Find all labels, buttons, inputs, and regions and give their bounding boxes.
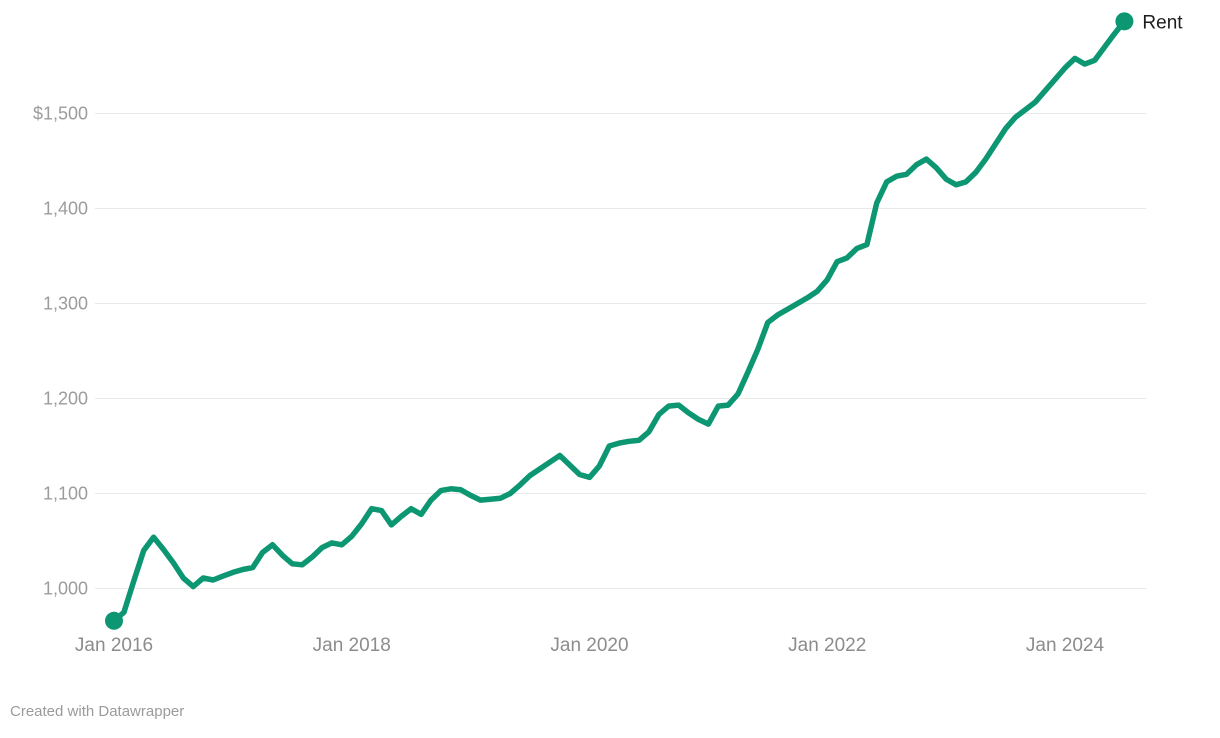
series-name-label: Rent [1142, 12, 1183, 33]
y-axis-tick-label: 1,200 [43, 389, 88, 409]
rent-series-line [111, 18, 1128, 624]
y-axis-tick-label: 1,100 [43, 484, 88, 504]
x-axis-tick-label: Jan 2020 [550, 635, 628, 656]
x-axis-tick-label: Jan 2022 [788, 635, 866, 656]
series-end-dot [1115, 12, 1134, 31]
x-axis-tick-label: Jan 2016 [75, 635, 153, 656]
y-axis-tick-label: 1,400 [43, 199, 88, 219]
series-start-dot [105, 611, 123, 630]
y-axis-tick-label: 1,300 [43, 294, 88, 314]
x-axis-tick-label: Jan 2018 [313, 635, 391, 656]
y-axis-tick-label: $1,500 [33, 104, 88, 124]
x-axis-tick-label: Jan 2024 [1026, 635, 1105, 656]
datawrapper-credit: Created with Datawrapper [10, 703, 185, 720]
y-axis-tick-label: 1,000 [43, 579, 88, 599]
